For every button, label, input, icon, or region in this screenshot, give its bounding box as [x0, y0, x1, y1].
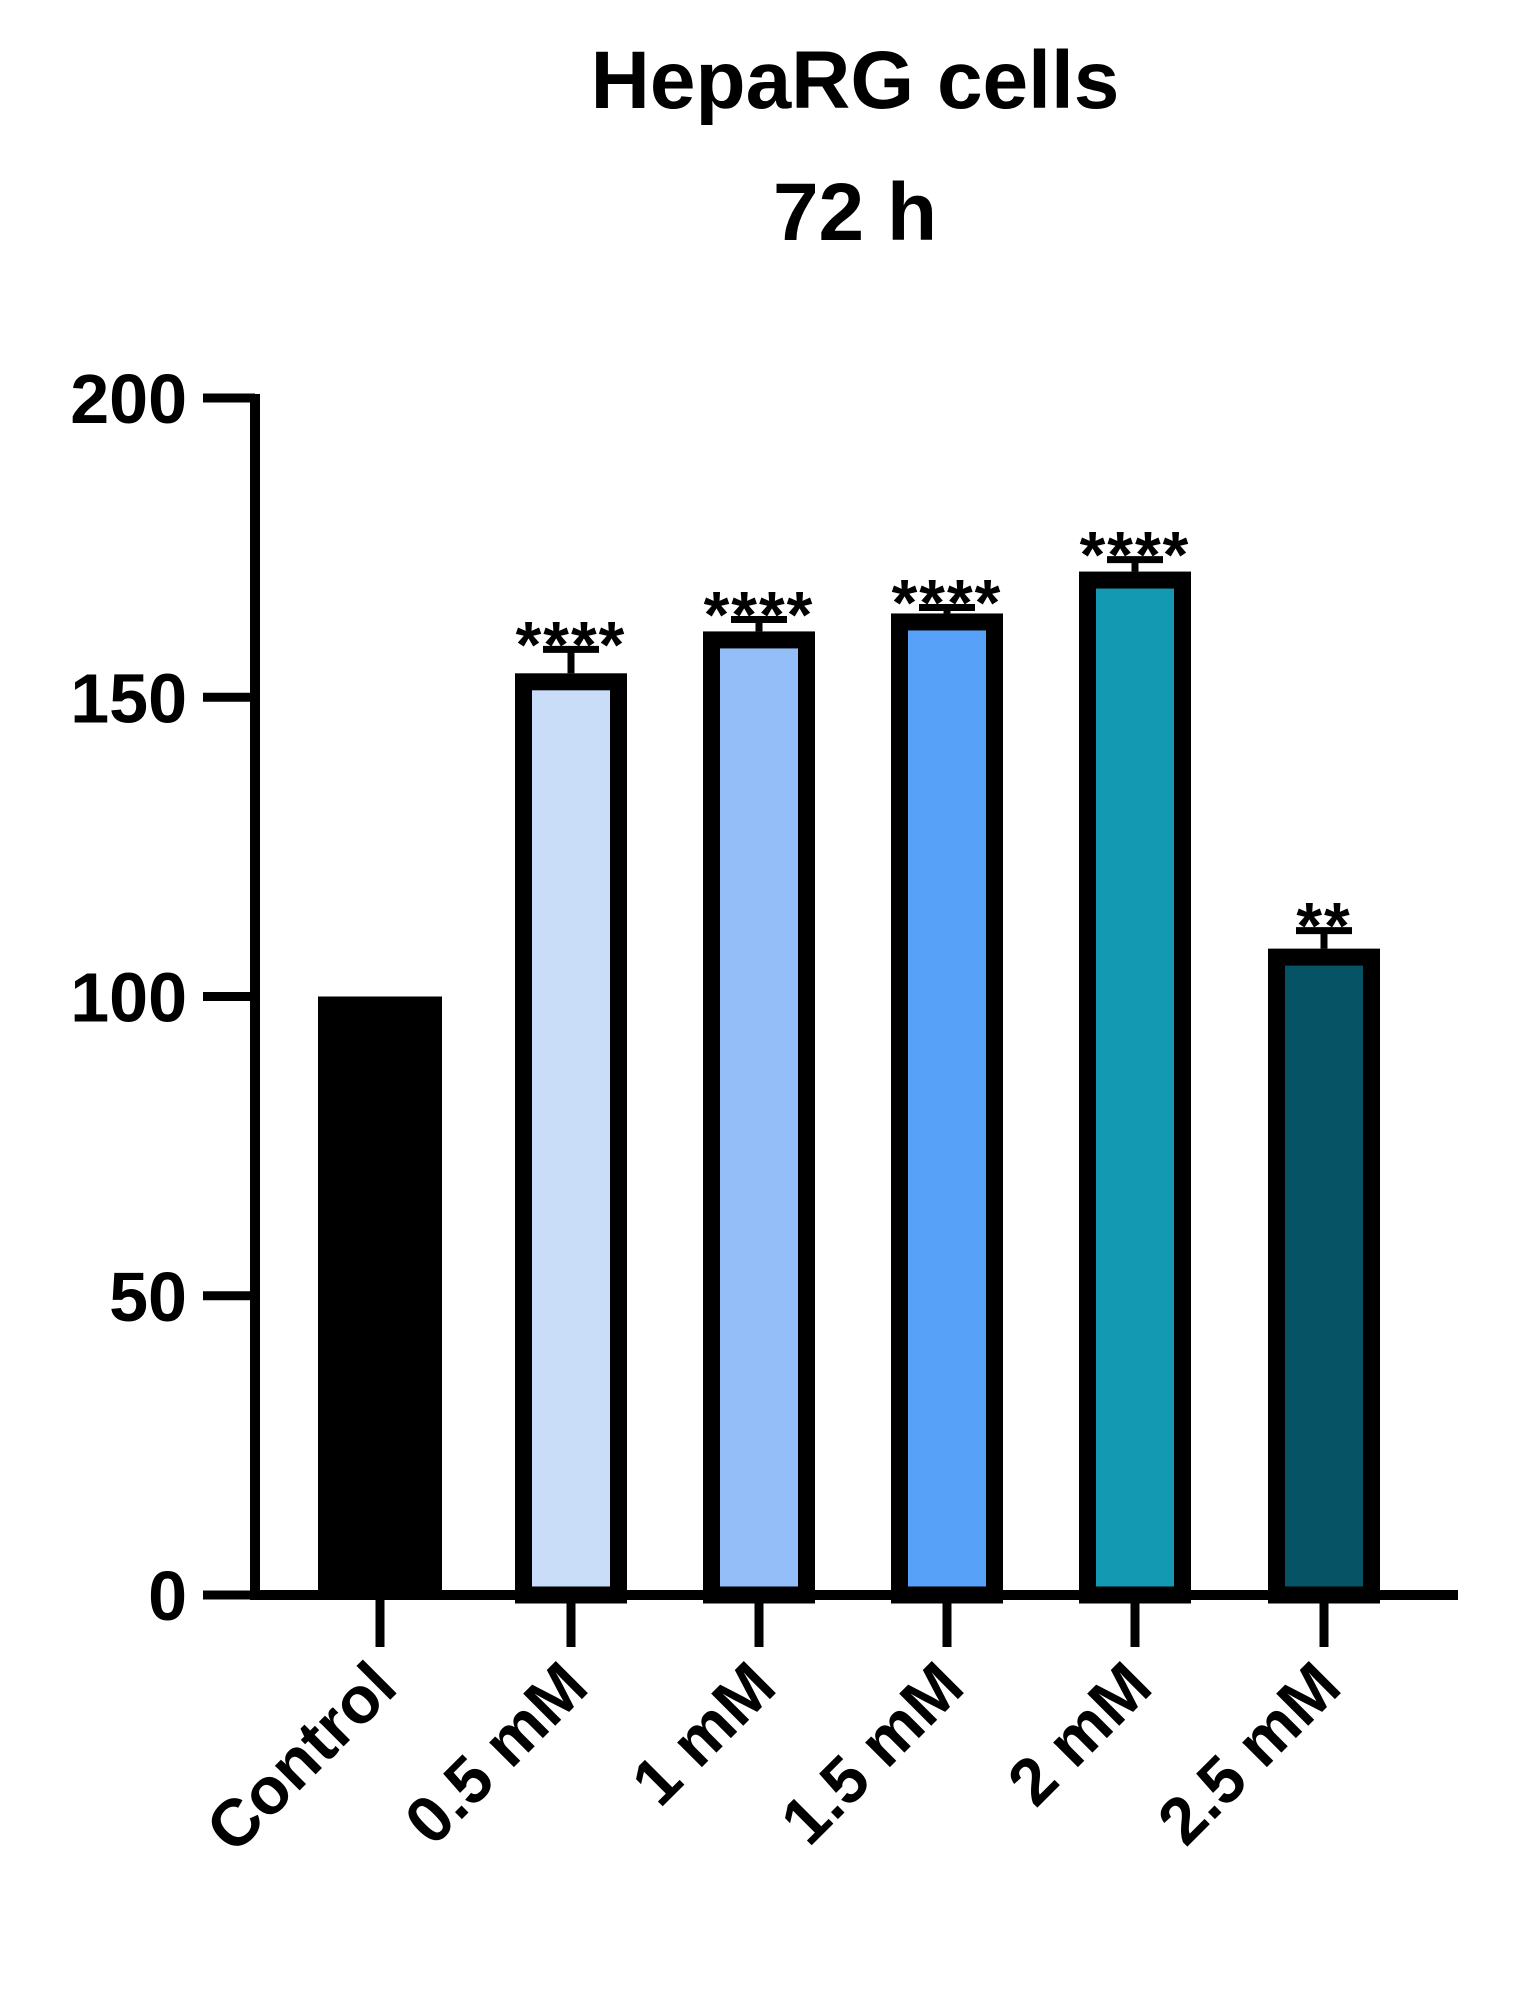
bar-1 [515, 673, 627, 1604]
x-tick-label-0: Control [192, 1648, 410, 1866]
significance-label-3: **** [892, 565, 1003, 639]
significance-label-2: **** [704, 577, 815, 651]
significance-label-5: ** [1296, 889, 1351, 963]
y-tick-label-2: 100 [70, 959, 187, 1037]
x-tick-label-5: 2.5 mM [1143, 1648, 1354, 1859]
y-tick-label-0: 0 [148, 1557, 187, 1635]
y-tick-label-1: 50 [109, 1258, 187, 1336]
y-tick-label-4: 200 [70, 360, 187, 438]
bar-4 [1079, 571, 1191, 1604]
significance-label-1: **** [516, 607, 627, 681]
bar-5 [1268, 948, 1380, 1604]
plot-area: Control **** 0.5 mM **** 1 mM **** 1.5 mM **** 2… [70, 360, 1458, 1866]
bar-3 [891, 613, 1003, 1604]
chart-title-line-1: HepaRG cells [591, 35, 1120, 126]
x-tick-label-4: 2 mM [993, 1648, 1165, 1820]
significance-label-4: **** [1080, 518, 1191, 592]
x-tick-label-2: 1 mM [617, 1648, 789, 1820]
y-tick-label-3: 150 [70, 659, 187, 737]
bar-2 [703, 631, 815, 1604]
x-tick-label-3: 1.5 mM [766, 1648, 977, 1859]
bar-0 [318, 996, 442, 1595]
x-tick-label-1: 0.5 mM [390, 1648, 601, 1859]
chart-title-line-2: 72 h [773, 167, 937, 258]
